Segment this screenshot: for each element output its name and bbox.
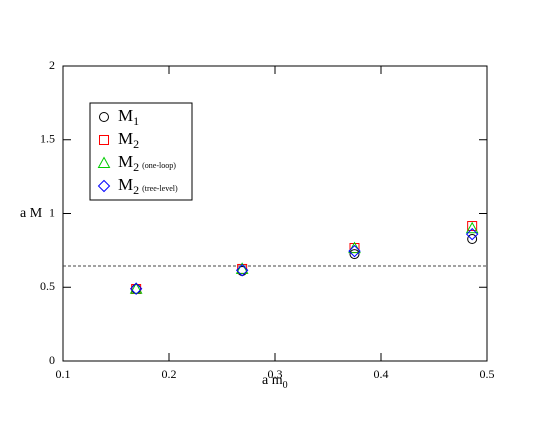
legend-name: M: [118, 129, 133, 148]
marker: [465, 221, 479, 234]
legend-subscript: 2: [133, 183, 139, 197]
x-tick-label: 0.2: [162, 367, 177, 381]
legend-subscript: 1: [133, 114, 139, 128]
y-tick-label: 1.5: [40, 132, 55, 146]
marker: [97, 179, 111, 193]
legend-label: M2 (tree-level): [118, 175, 178, 197]
marker: [348, 244, 361, 258]
marker: [129, 282, 143, 295]
legend-label: M1: [118, 106, 139, 128]
y-tick-label: 2: [49, 58, 55, 72]
marker: [99, 112, 109, 122]
y-tick-label: 0.5: [40, 279, 55, 293]
marker: [349, 249, 360, 260]
legend-subscript: 2: [133, 160, 139, 174]
x-tick-label: 0.4: [374, 367, 389, 381]
y-tick-label: 0: [49, 353, 55, 367]
marker: [99, 135, 109, 145]
marker: [235, 262, 249, 274]
x-axis-label-sub: 0: [283, 380, 288, 391]
legend-name: M: [118, 152, 133, 171]
legend-subscript: 2: [133, 137, 139, 151]
legend-note: (one-loop): [142, 161, 176, 170]
y-axis-label: a M: [20, 206, 43, 221]
marker: [129, 282, 143, 294]
legend-label: M2: [118, 129, 139, 151]
legend-label: M2 (one-loop): [118, 152, 176, 174]
x-axis-label: a m0: [262, 373, 288, 391]
marker: [235, 264, 249, 277]
x-tick-label: 0.3: [268, 367, 283, 381]
marker: [467, 234, 478, 245]
y-tick-label: 1: [49, 205, 55, 219]
marker: [467, 221, 478, 232]
legend-note: (tree-level): [142, 184, 178, 193]
marker: [97, 156, 111, 168]
x-tick-label: 0.1: [56, 367, 71, 381]
legend-name: M: [118, 175, 133, 194]
x-tick-label: 0.5: [480, 367, 495, 381]
marker: [465, 227, 479, 241]
x-axis-label-main: a m: [262, 373, 283, 388]
legend-name: M: [118, 106, 133, 125]
